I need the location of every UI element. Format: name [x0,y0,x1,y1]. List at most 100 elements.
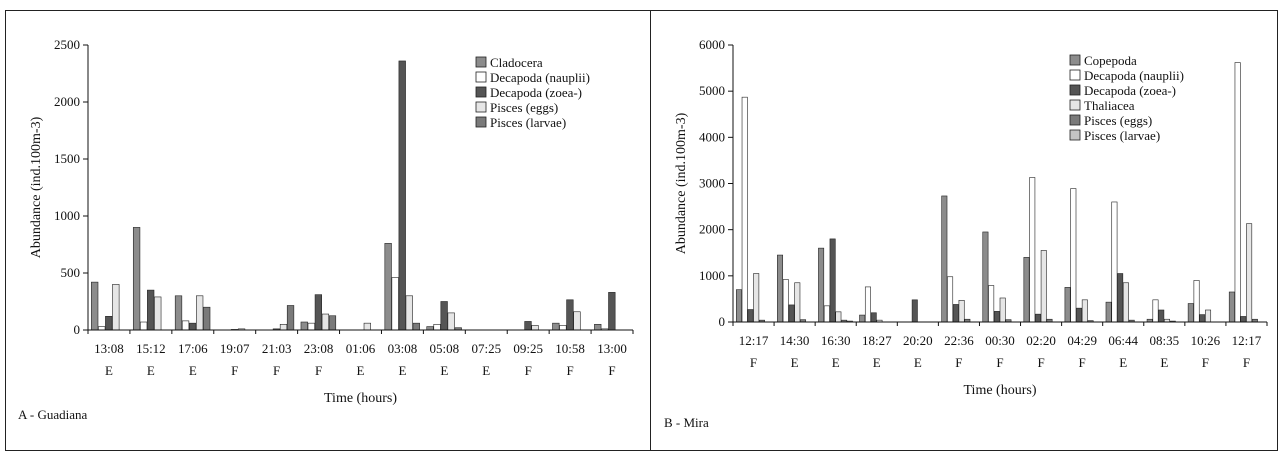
bar-decapoda-zoea-05-08 [440,301,448,331]
bar-cladocera-10-58 [552,322,560,331]
bar-pisces-eggs-01-06 [363,322,371,331]
x-tick-label: 16:30 [821,333,851,348]
bar-copepoda-00-30 [982,231,989,323]
bar-decapoda-nauplii-12-17 [1234,62,1241,323]
tide-label: F [608,363,615,378]
y-tick-label: 2000 [699,222,725,237]
panel-b-label: B - Mira [664,415,709,430]
legend-label-pisces-eggs: Pisces (eggs) [490,100,558,115]
y-tick-label: 3000 [699,176,725,191]
x-tick-label: 18:27 [862,333,892,348]
bar-pisces-larvae-17-06 [203,306,211,331]
bar-copepoda-10-26 [1187,303,1194,323]
legend-swatch-pisces-eggs [1069,114,1081,126]
tide-label: F [273,363,280,378]
legend-label-thaliacea: Thaliacea [1084,98,1135,113]
x-tick-label: 23:08 [304,341,334,356]
bar-decapoda-nauplii-18-27 [864,286,871,323]
bar-decapoda-zoea-17-06 [188,322,197,331]
bar-decapoda-nauplii-03-08 [391,277,399,331]
x-tick-label: 06:44 [1108,333,1138,348]
legend-label-decapoda-zoea: Decapoda (zoea-) [490,85,582,100]
panel-b-plot: 0 1000 2000 3000 4000 5000 6000 12:17 F 14:30 E 16:… [674,37,1268,398]
tide-label: F [231,363,238,378]
y-tick-label: 2500 [54,37,80,52]
bar-decapoda-nauplii-14-30 [782,279,789,323]
y-tick-label: 4000 [699,129,725,144]
y-axis-label: Abundance (ind.100m-3) [674,112,689,254]
x-tick-label: 13:08 [94,341,124,356]
bar-pisces-eggs-21-03 [279,323,288,331]
bar-decapoda-nauplii-13-08 [98,326,106,331]
tide-label: F [955,355,962,370]
bar-cladocera-17-06 [174,295,183,331]
bar-copepoda-06-44 [1105,301,1112,323]
bar-decapoda-nauplii-00-30 [988,285,995,323]
bar-copepoda-12-17 [735,289,742,323]
y-tick-label: 1000 [699,268,725,283]
bar-thaliacea-10-26 [1205,309,1212,323]
x-tick-label: 00:30 [985,333,1015,348]
bar-copepoda-18-27 [859,314,866,323]
bar-decapoda-zoea-09-25 [524,321,532,331]
x-tick-label: 12:17 [1232,333,1262,348]
legend-swatch-pisces-larvae [1069,129,1081,141]
legend-swatch-copepoda [1069,54,1081,66]
bar-thaliacea-12-17 [753,273,760,323]
legend-label-pisces-larvae: Pisces (larvae) [1084,128,1160,143]
x-tick-label: 02:20 [1026,333,1056,348]
bar-pisces-eggs-23-08 [321,313,330,331]
bar-decapoda-zoea-00-30 [993,311,1000,323]
bar-decapoda-nauplii-22-36 [947,276,954,323]
y-tick-label: 0 [74,322,81,337]
x-tick-label: 10:26 [1191,333,1221,348]
bar-decapoda-zoea-16-30 [829,238,836,323]
bar-cladocera-13-08 [91,281,99,331]
x-tick-label: 01:06 [346,341,376,356]
bar-pisces-eggs-13-08 [112,284,120,331]
bar-decapoda-nauplii-05-08 [433,323,441,331]
bar-pisces-larvae-23-08 [328,315,337,331]
bar-decapoda-zoea-02-20 [1035,313,1041,323]
legend-label-pisces-larvae: Pisces (larvae) [490,115,566,130]
legend-swatch-pisces-larvae [475,116,487,128]
bar-decapoda-nauplii-23-08 [307,322,315,331]
x-tick-label: 07:25 [471,341,501,356]
bar-thaliacea-00-30 [999,297,1006,323]
bar-thaliacea-22-36 [958,299,965,323]
bar-copepoda-02-20 [1023,257,1030,323]
x-tick-label: 03:08 [388,341,418,356]
bar-pisces-eggs-05-08 [447,312,455,331]
bar-decapoda-zoea-10-58 [566,299,574,331]
tide-label: F [750,355,757,370]
x-tick-label: 12:17 [739,333,769,348]
bar-cladocera-05-08 [426,326,434,331]
tide-label: E [357,363,365,378]
bar-decapoda-zoea-18-27 [870,312,877,323]
legend-swatch-decapoda-zoea [1069,84,1081,96]
tide-label: F [1079,355,1086,370]
bar-thaliacea-12-17 [1246,223,1253,323]
panel-b-border [650,10,1278,451]
y-tick-label: 1500 [54,151,80,166]
y-tick-label: 0 [719,314,726,329]
bar-cladocera-03-08 [384,243,392,331]
bar-decapoda-nauplii-08-35 [1152,299,1159,323]
legend-label-copepoda: Copepoda [1084,53,1137,68]
bar-pisces-eggs-15-12 [154,296,162,331]
tide-label: E [791,355,799,370]
bar-decapoda-zoea-23-08 [314,294,322,331]
bar-pisces-eggs-09-25 [531,325,539,331]
bar-decapoda-nauplii-10-58 [559,325,567,331]
y-tick-label: 5000 [699,83,725,98]
legend-label-pisces-eggs: Pisces (eggs) [1084,113,1152,128]
bar-pisces-eggs-03-08 [405,295,413,331]
bar-decapoda-nauplii-12-17 [741,96,748,323]
legend-label-decapoda-zoea: Decapoda (zoea-) [1084,83,1176,98]
bar-decapoda-zoea-10-26 [1199,314,1206,323]
tide-label: F [996,355,1003,370]
bar-decapoda-zoea-20-20 [911,299,918,323]
